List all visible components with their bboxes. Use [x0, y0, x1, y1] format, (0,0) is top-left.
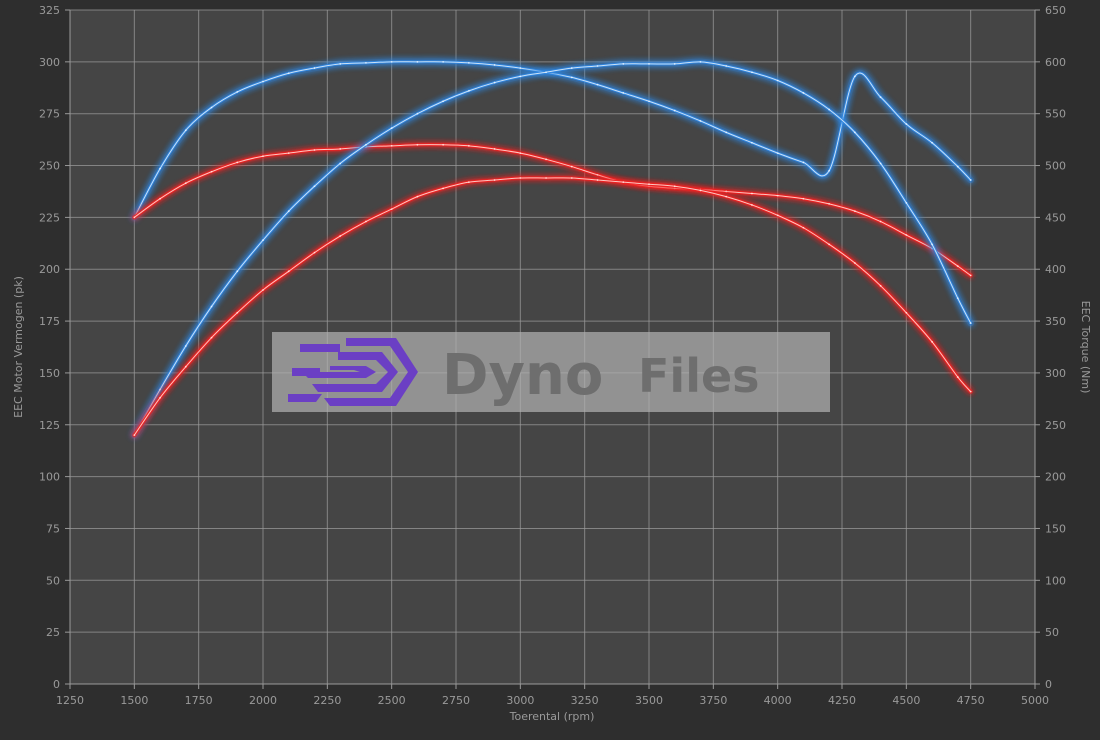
y-tick-label: 250 — [39, 160, 60, 173]
y-tick-label: 125 — [39, 419, 60, 432]
series-layer — [131, 58, 974, 439]
series-line — [131, 58, 974, 439]
series-line — [131, 175, 974, 438]
x-tick-label: 4500 — [892, 694, 920, 707]
y-axis-title: EEC Motor Vermogen (pk) — [12, 276, 25, 418]
y-tick-label: 275 — [39, 108, 60, 121]
y-tick-label: 150 — [39, 367, 60, 380]
y2-tick-label: 400 — [1045, 263, 1066, 276]
x-tick-label: 3750 — [699, 694, 727, 707]
x-tick-label: 4750 — [957, 694, 985, 707]
y2-tick-label: 650 — [1045, 4, 1066, 17]
y2-tick-label: 550 — [1045, 108, 1066, 121]
x-axis-title: Toerental (rpm) — [509, 710, 595, 723]
y-tick-label: 175 — [39, 315, 60, 328]
y-tick-label: 100 — [39, 471, 60, 484]
y-axis-ticks: 0 25 50 75 100 125 150 175 200 225 250 275 300 325 — [39, 4, 70, 691]
y-tick-label: 300 — [39, 56, 60, 69]
x-axis-ticks: 1250 1500 1750 2000 2250 2500 2750 3000 3250 3500… — [56, 684, 1049, 707]
x-tick-label: 2500 — [378, 694, 406, 707]
y2-tick-label: 350 — [1045, 315, 1066, 328]
y-tick-label: 225 — [39, 211, 60, 224]
x-tick-label: 4250 — [828, 694, 856, 707]
x-tick-label: 3000 — [506, 694, 534, 707]
y2-tick-label: 0 — [1045, 678, 1052, 691]
x-tick-label: 1750 — [185, 694, 213, 707]
x-tick-label: 4000 — [764, 694, 792, 707]
y-tick-label: 200 — [39, 263, 60, 276]
y-tick-label: 75 — [46, 522, 60, 535]
x-tick-label: 3500 — [635, 694, 663, 707]
y-tick-label: 0 — [53, 678, 60, 691]
y2-tick-label: 450 — [1045, 211, 1066, 224]
x-tick-label: 3250 — [571, 694, 599, 707]
y2-axis-ticks: 0 50 100 150 200 250 300 350 400 450 500 550 600 650 — [1035, 4, 1066, 691]
x-tick-label: 2250 — [313, 694, 341, 707]
x-tick-label: 5000 — [1021, 694, 1049, 707]
y-tick-label: 25 — [46, 626, 60, 639]
y2-tick-label: 600 — [1045, 56, 1066, 69]
y2-tick-label: 250 — [1045, 419, 1066, 432]
x-tick-label: 1500 — [120, 694, 148, 707]
y2-tick-label: 100 — [1045, 574, 1066, 587]
y2-tick-label: 500 — [1045, 160, 1066, 173]
x-tick-label: 2750 — [442, 694, 470, 707]
y2-tick-label: 200 — [1045, 471, 1066, 484]
y2-tick-label: 150 — [1045, 522, 1066, 535]
y2-tick-label: 50 — [1045, 626, 1059, 639]
series-line — [131, 58, 974, 221]
y2-axis-title: EEC Torque (Nm) — [1079, 301, 1092, 394]
y2-tick-label: 300 — [1045, 367, 1066, 380]
x-tick-label: 2000 — [249, 694, 277, 707]
x-tick-label: 1250 — [56, 694, 84, 707]
dynofiles-logo-icon — [288, 338, 418, 406]
y-tick-label: 50 — [46, 574, 60, 587]
watermark: Dyno Files — [272, 332, 830, 412]
watermark-brand-secondary: Files — [638, 349, 760, 403]
y-tick-label: 325 — [39, 4, 60, 17]
watermark-brand-primary: Dyno — [442, 343, 603, 408]
series-line — [131, 142, 974, 278]
